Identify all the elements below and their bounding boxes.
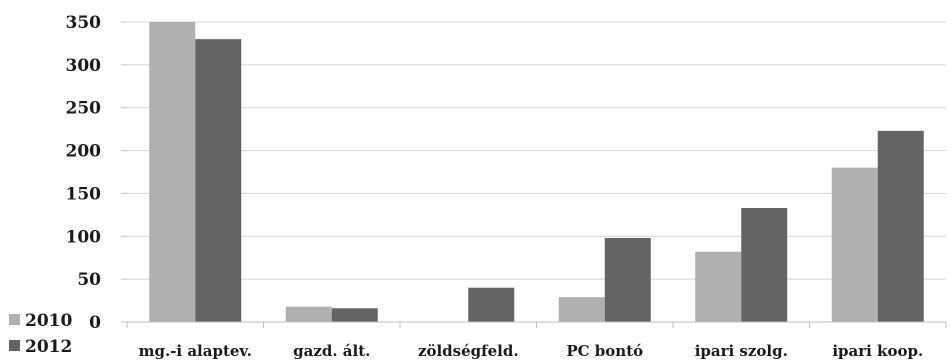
grid-lines: [127, 21, 946, 280]
bar-2012-5: [741, 208, 788, 322]
y-tick-label: 350: [66, 13, 102, 33]
y-tick-label: 250: [66, 99, 102, 119]
y-tick-label: 100: [66, 227, 102, 247]
y-tick-label: 200: [66, 142, 102, 162]
bar-2012-6: [877, 130, 924, 322]
legend-label-2010: 2010: [25, 311, 72, 331]
bar-2010-4: [558, 297, 605, 322]
legend-label-2012: 2012: [25, 337, 72, 357]
legend-swatch-2012: [9, 340, 20, 351]
y-tick-label: 0: [89, 313, 101, 333]
x-tick-label: ipari koop.: [832, 342, 923, 360]
legend: 2010 2012: [9, 311, 72, 357]
bar-2010-6: [831, 167, 878, 322]
x-tick-label: zöldségfeld.: [418, 342, 519, 360]
x-tick-label: PC bontó: [566, 342, 643, 360]
x-tick-label: ipari szolg.: [695, 342, 788, 360]
y-tick-label: 50: [77, 270, 101, 290]
y-tick-label: 300: [66, 56, 102, 76]
bar-2010-1: [149, 22, 196, 322]
bar-2012-4: [604, 238, 651, 322]
y-tick-label: 150: [66, 184, 102, 204]
x-tick-label: mg.-i alaptev.: [139, 342, 252, 360]
bar-2010-5: [695, 251, 742, 322]
x-axis: mg.-i alaptev. gazd. ált. zöldségfeld. PC b…: [126, 321, 947, 360]
x-tick-label: gazd. ált.: [293, 342, 370, 360]
bar-2012-1: [195, 39, 242, 323]
bar-2012-3: [468, 287, 515, 322]
bar-2012-2: [331, 308, 378, 322]
bar-series: [149, 22, 924, 323]
y-axis-ticks: 0 50 100 150 200 250 300 350: [66, 13, 127, 333]
bar-2010-2: [285, 306, 332, 322]
legend-swatch-2010: [9, 314, 20, 325]
